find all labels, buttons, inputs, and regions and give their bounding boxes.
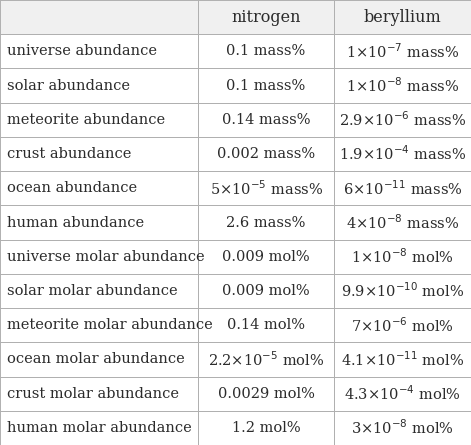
Text: crust molar abundance: crust molar abundance bbox=[7, 387, 179, 400]
Text: 1×10$^{-8}$ mass%: 1×10$^{-8}$ mass% bbox=[346, 76, 459, 95]
Text: 0.0029 mol%: 0.0029 mol% bbox=[218, 387, 315, 400]
Text: ocean molar abundance: ocean molar abundance bbox=[7, 352, 185, 366]
Text: 4.3×10$^{-4}$ mol%: 4.3×10$^{-4}$ mol% bbox=[344, 384, 461, 403]
Bar bbox=[0, 103, 198, 137]
Text: solar molar abundance: solar molar abundance bbox=[7, 284, 178, 298]
Text: 2.2×10$^{-5}$ mol%: 2.2×10$^{-5}$ mol% bbox=[208, 350, 325, 369]
Bar bbox=[198, 137, 334, 171]
Bar bbox=[334, 103, 471, 137]
Text: 6×10$^{-11}$ mass%: 6×10$^{-11}$ mass% bbox=[343, 179, 463, 198]
Bar bbox=[0, 137, 198, 171]
Text: 0.009 mol%: 0.009 mol% bbox=[222, 284, 310, 298]
Bar bbox=[334, 171, 471, 206]
Bar bbox=[198, 0, 334, 34]
Text: meteorite abundance: meteorite abundance bbox=[7, 113, 165, 127]
Bar bbox=[334, 239, 471, 274]
Text: beryllium: beryllium bbox=[364, 8, 442, 26]
Text: nitrogen: nitrogen bbox=[231, 8, 301, 26]
Bar bbox=[198, 103, 334, 137]
Bar bbox=[0, 171, 198, 206]
Bar bbox=[334, 0, 471, 34]
Bar bbox=[0, 0, 198, 34]
Bar bbox=[0, 69, 198, 103]
Text: 4×10$^{-8}$ mass%: 4×10$^{-8}$ mass% bbox=[346, 213, 459, 232]
Text: 1×10$^{-7}$ mass%: 1×10$^{-7}$ mass% bbox=[346, 42, 459, 61]
Bar bbox=[0, 411, 198, 445]
Bar bbox=[334, 69, 471, 103]
Text: 0.1 mass%: 0.1 mass% bbox=[227, 44, 306, 58]
Bar bbox=[334, 376, 471, 411]
Text: 0.1 mass%: 0.1 mass% bbox=[227, 79, 306, 93]
Bar bbox=[0, 308, 198, 342]
Bar bbox=[0, 274, 198, 308]
Bar bbox=[198, 69, 334, 103]
Text: crust abundance: crust abundance bbox=[7, 147, 131, 161]
Text: universe molar abundance: universe molar abundance bbox=[7, 250, 205, 264]
Text: human abundance: human abundance bbox=[7, 215, 144, 230]
Text: universe abundance: universe abundance bbox=[7, 44, 157, 58]
Text: 2.6 mass%: 2.6 mass% bbox=[227, 215, 306, 230]
Text: 1.9×10$^{-4}$ mass%: 1.9×10$^{-4}$ mass% bbox=[339, 145, 466, 163]
Bar bbox=[198, 34, 334, 69]
Text: 1×10$^{-8}$ mol%: 1×10$^{-8}$ mol% bbox=[351, 247, 454, 266]
Bar bbox=[198, 171, 334, 206]
Text: solar abundance: solar abundance bbox=[7, 79, 130, 93]
Text: 9.9×10$^{-10}$ mol%: 9.9×10$^{-10}$ mol% bbox=[341, 282, 464, 300]
Text: 7×10$^{-6}$ mol%: 7×10$^{-6}$ mol% bbox=[351, 316, 454, 335]
Bar bbox=[334, 274, 471, 308]
Bar bbox=[0, 342, 198, 376]
Text: 0.002 mass%: 0.002 mass% bbox=[217, 147, 315, 161]
Text: 3×10$^{-8}$ mol%: 3×10$^{-8}$ mol% bbox=[351, 419, 454, 437]
Bar bbox=[198, 308, 334, 342]
Bar bbox=[334, 206, 471, 239]
Bar bbox=[0, 206, 198, 239]
Bar bbox=[0, 376, 198, 411]
Text: ocean abundance: ocean abundance bbox=[7, 181, 137, 195]
Text: 1.2 mol%: 1.2 mol% bbox=[232, 421, 300, 435]
Text: 2.9×10$^{-6}$ mass%: 2.9×10$^{-6}$ mass% bbox=[339, 110, 466, 129]
Bar bbox=[198, 274, 334, 308]
Text: 0.009 mol%: 0.009 mol% bbox=[222, 250, 310, 264]
Text: 5×10$^{-5}$ mass%: 5×10$^{-5}$ mass% bbox=[210, 179, 323, 198]
Bar bbox=[334, 342, 471, 376]
Text: meteorite molar abundance: meteorite molar abundance bbox=[7, 318, 213, 332]
Bar bbox=[198, 376, 334, 411]
Text: 0.14 mass%: 0.14 mass% bbox=[222, 113, 310, 127]
Bar bbox=[334, 411, 471, 445]
Bar bbox=[334, 137, 471, 171]
Bar bbox=[0, 34, 198, 69]
Bar bbox=[198, 239, 334, 274]
Bar bbox=[334, 34, 471, 69]
Text: 4.1×10$^{-11}$ mol%: 4.1×10$^{-11}$ mol% bbox=[341, 350, 464, 369]
Text: 0.14 mol%: 0.14 mol% bbox=[227, 318, 305, 332]
Bar bbox=[0, 239, 198, 274]
Bar bbox=[198, 411, 334, 445]
Bar bbox=[334, 308, 471, 342]
Bar bbox=[198, 342, 334, 376]
Text: human molar abundance: human molar abundance bbox=[7, 421, 192, 435]
Bar bbox=[198, 206, 334, 239]
